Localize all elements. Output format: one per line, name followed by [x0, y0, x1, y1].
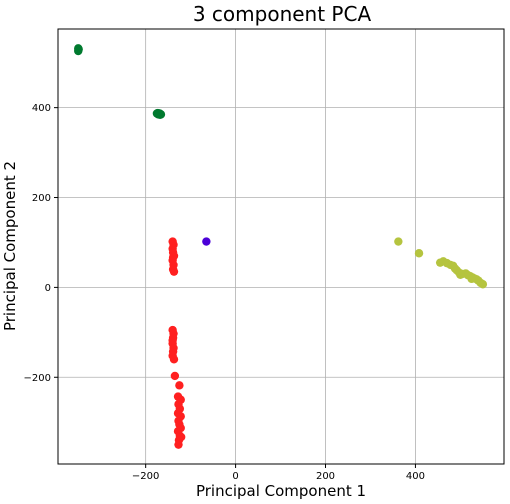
chart-title: 3 component PCA — [193, 2, 372, 26]
data-point — [394, 237, 403, 246]
data-point — [478, 280, 488, 289]
data-point — [202, 237, 211, 246]
data-point — [168, 253, 178, 262]
series-3 — [202, 237, 211, 246]
data-point — [175, 381, 184, 390]
data-point — [467, 274, 476, 284]
grid-lines — [58, 29, 504, 464]
data-point — [174, 440, 183, 449]
data-point — [74, 45, 83, 54]
data-point — [414, 249, 424, 258]
data-points — [74, 44, 488, 449]
axis-ticks: −200 0 200 400 −200 0 200 400 — [24, 103, 425, 482]
data-point — [169, 355, 179, 364]
data-point — [169, 267, 179, 276]
y-tick-label: 0 — [45, 283, 51, 294]
x-tick-label: 200 — [316, 471, 335, 482]
data-point — [155, 109, 164, 118]
y-tick-label: 200 — [32, 193, 51, 204]
plot-area-frame — [57, 28, 505, 465]
x-tick-label: 0 — [232, 471, 238, 482]
series-1 — [74, 44, 166, 120]
y-tick-label: −200 — [24, 373, 51, 384]
x-tick-label: 400 — [406, 471, 425, 482]
data-point — [168, 336, 177, 345]
series-4 — [394, 237, 488, 289]
series-2 — [168, 237, 186, 449]
data-point — [176, 432, 186, 442]
x-axis-label: Principal Component 1 — [196, 482, 366, 500]
x-tick-label: −200 — [132, 471, 159, 482]
data-point — [456, 270, 465, 280]
y-tick-label: 400 — [32, 103, 51, 114]
y-axis-label: Principal Component 2 — [1, 161, 19, 331]
data-point — [170, 371, 180, 381]
